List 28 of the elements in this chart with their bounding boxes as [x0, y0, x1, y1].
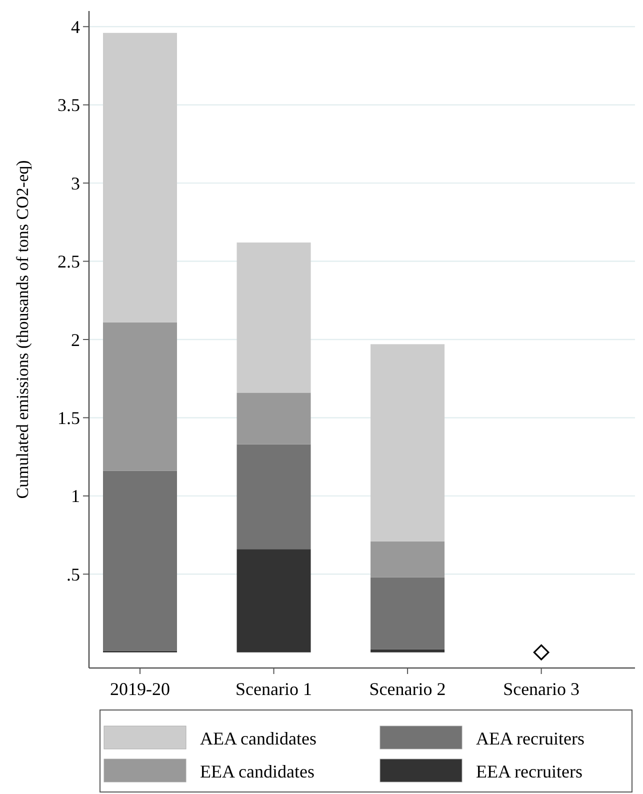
y-axis-title: Cumulated emissions (thousands of tons CO2-eq): [13, 160, 32, 499]
bar: [236, 444, 311, 550]
x-tick-label: Scenario 2: [369, 679, 446, 699]
bar: [103, 32, 177, 322]
y-tick-label: 2.5: [58, 252, 80, 272]
bar: [236, 242, 311, 393]
x-tick-label: Scenario 1: [236, 679, 312, 699]
x-tick-label: 2019-20: [110, 679, 170, 699]
bar: [236, 392, 311, 444]
y-tick-label: 1: [71, 486, 80, 506]
bar: [103, 470, 177, 651]
bar: [103, 322, 177, 471]
bar: [370, 577, 445, 650]
legend-label: AEA recruiters: [476, 728, 584, 748]
bar: [370, 541, 445, 578]
y-tick-label: 2: [71, 330, 80, 350]
bar: [236, 549, 311, 652]
y-tick-label: .5: [66, 564, 80, 584]
y-tick-label: 1.5: [58, 408, 80, 428]
y-tick-label: 3.5: [58, 95, 80, 116]
legend-label: EEA candidates: [200, 761, 314, 782]
legend-label: EEA recruiters: [476, 761, 582, 782]
bar: [370, 344, 445, 542]
y-tick-label: 4: [71, 16, 80, 37]
y-tick-label: 3: [71, 173, 80, 194]
bar: [370, 649, 445, 652]
legend-label: AEA candidates: [200, 728, 316, 748]
x-tick-label: Scenario 3: [503, 679, 580, 699]
